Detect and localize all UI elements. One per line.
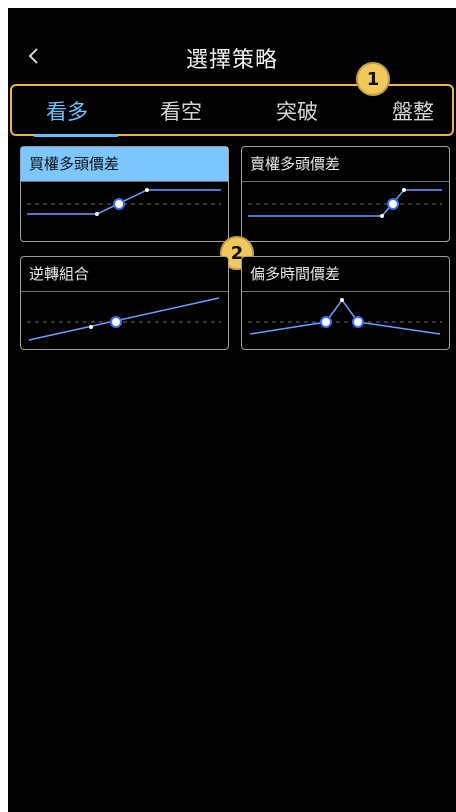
app-screen: 選擇策略 看多 看空 突破 盤整 1 買權多頭價差 賣權多頭價差 2 xyxy=(8,8,456,812)
active-tab-indicator xyxy=(34,134,118,137)
calendar-spread-payoff-icon xyxy=(248,298,442,335)
page-title: 選擇策略 xyxy=(185,48,278,73)
strategy-card-title: 賣權多頭價差 xyxy=(242,147,449,182)
tab-breakout[interactable]: 突破 xyxy=(276,100,318,124)
bull-put-spread-payoff-icon xyxy=(248,188,442,218)
strategy-card-risk-reversal[interactable]: 逆轉組合 xyxy=(20,256,229,350)
tab-bearish[interactable]: 看空 xyxy=(160,100,202,124)
back-chevron-icon[interactable] xyxy=(22,44,46,68)
strategy-card-bullish-calendar-spread[interactable]: 偏多時間價差 xyxy=(241,256,450,350)
tab-consolidation[interactable]: 盤整 xyxy=(392,100,434,124)
strategy-card-title: 偏多時間價差 xyxy=(242,257,449,292)
bull-call-spread-payoff-icon xyxy=(27,188,221,216)
risk-reversal-payoff-icon xyxy=(27,297,221,341)
strategy-tabs: 看多 看空 突破 盤整 xyxy=(10,84,454,137)
strategy-card-bull-call-spread[interactable]: 買權多頭價差 xyxy=(20,146,229,242)
header: 選擇策略 xyxy=(8,8,456,80)
strategy-card-title: 逆轉組合 xyxy=(21,257,228,292)
strategy-card-title: 買權多頭價差 xyxy=(21,147,228,182)
back-chevron-icon-glyph xyxy=(28,48,38,64)
tab-bullish[interactable]: 看多 xyxy=(46,100,88,124)
strategy-card-bull-put-spread[interactable]: 賣權多頭價差 xyxy=(241,146,450,242)
callout-badge-1: 1 xyxy=(356,62,390,96)
